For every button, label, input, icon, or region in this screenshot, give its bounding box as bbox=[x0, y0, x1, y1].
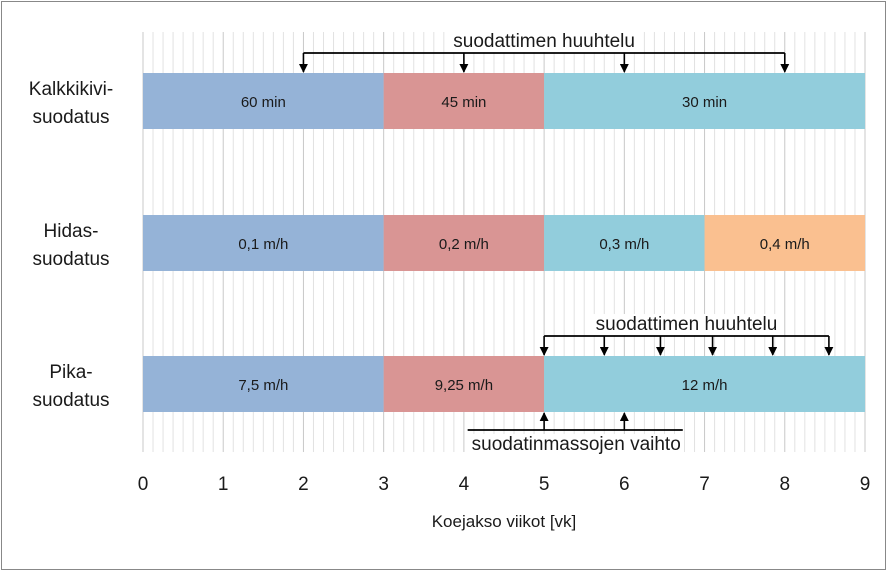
bar-segment bbox=[544, 356, 865, 412]
category-label-line2: suodatus bbox=[32, 390, 109, 411]
x-tick-label: 3 bbox=[378, 474, 389, 495]
category-label-line2: suodatus bbox=[32, 249, 109, 270]
category-label-line1: Kalkkikivi- bbox=[29, 79, 113, 100]
bar-segment-label: 0,4 m/h bbox=[760, 236, 810, 253]
x-tick-label: 6 bbox=[619, 474, 630, 495]
bar-segment-label: 12 m/h bbox=[682, 377, 728, 394]
bar-segment bbox=[544, 215, 705, 271]
category-label-line1: Pika- bbox=[49, 362, 92, 383]
bar-segment bbox=[143, 73, 384, 129]
annotation-label: suodatinmassojen vaihto bbox=[472, 434, 681, 455]
bar-segment-label: 0,1 m/h bbox=[238, 236, 288, 253]
bar-segment bbox=[383, 215, 545, 271]
bar-segment-label: 0,2 m/h bbox=[439, 236, 489, 253]
bar-segment bbox=[704, 215, 865, 271]
bar-segment-label: 45 min bbox=[441, 94, 486, 111]
x-tick-label: 7 bbox=[699, 474, 710, 495]
bar-segment bbox=[383, 73, 545, 129]
x-tick-label: 5 bbox=[539, 474, 550, 495]
annotation-label: suodattimen huuhtelu bbox=[453, 31, 635, 52]
annotation-label-bg bbox=[450, 31, 638, 52]
bar-segment-label: 30 min bbox=[682, 94, 727, 111]
annotation-label: suodattimen huuhtelu bbox=[596, 314, 778, 335]
bar-segment bbox=[383, 356, 545, 412]
bar-segment-label: 9,25 m/h bbox=[435, 377, 493, 394]
x-tick-label: 2 bbox=[298, 474, 309, 495]
category-label-line2: suodatus bbox=[32, 107, 109, 128]
bar-segment bbox=[143, 215, 384, 271]
bar-segment-label: 60 min bbox=[241, 94, 286, 111]
annotation-label-bg bbox=[592, 314, 781, 335]
x-tick-label: 1 bbox=[218, 474, 229, 495]
bar-segment bbox=[143, 356, 384, 412]
bar-segment-label: 7,5 m/h bbox=[238, 377, 288, 394]
x-tick-label: 9 bbox=[860, 474, 871, 495]
bar-segment bbox=[544, 73, 865, 129]
x-tick-label: 8 bbox=[779, 474, 790, 495]
x-tick-label: 0 bbox=[138, 474, 149, 495]
x-axis-title: Koejakso viikot [vk] bbox=[432, 512, 577, 531]
x-tick-label: 4 bbox=[459, 474, 470, 495]
category-label-line1: Hidas- bbox=[44, 221, 99, 242]
annotation-label-bg bbox=[468, 434, 684, 455]
bar-segment-label: 0,3 m/h bbox=[599, 236, 649, 253]
